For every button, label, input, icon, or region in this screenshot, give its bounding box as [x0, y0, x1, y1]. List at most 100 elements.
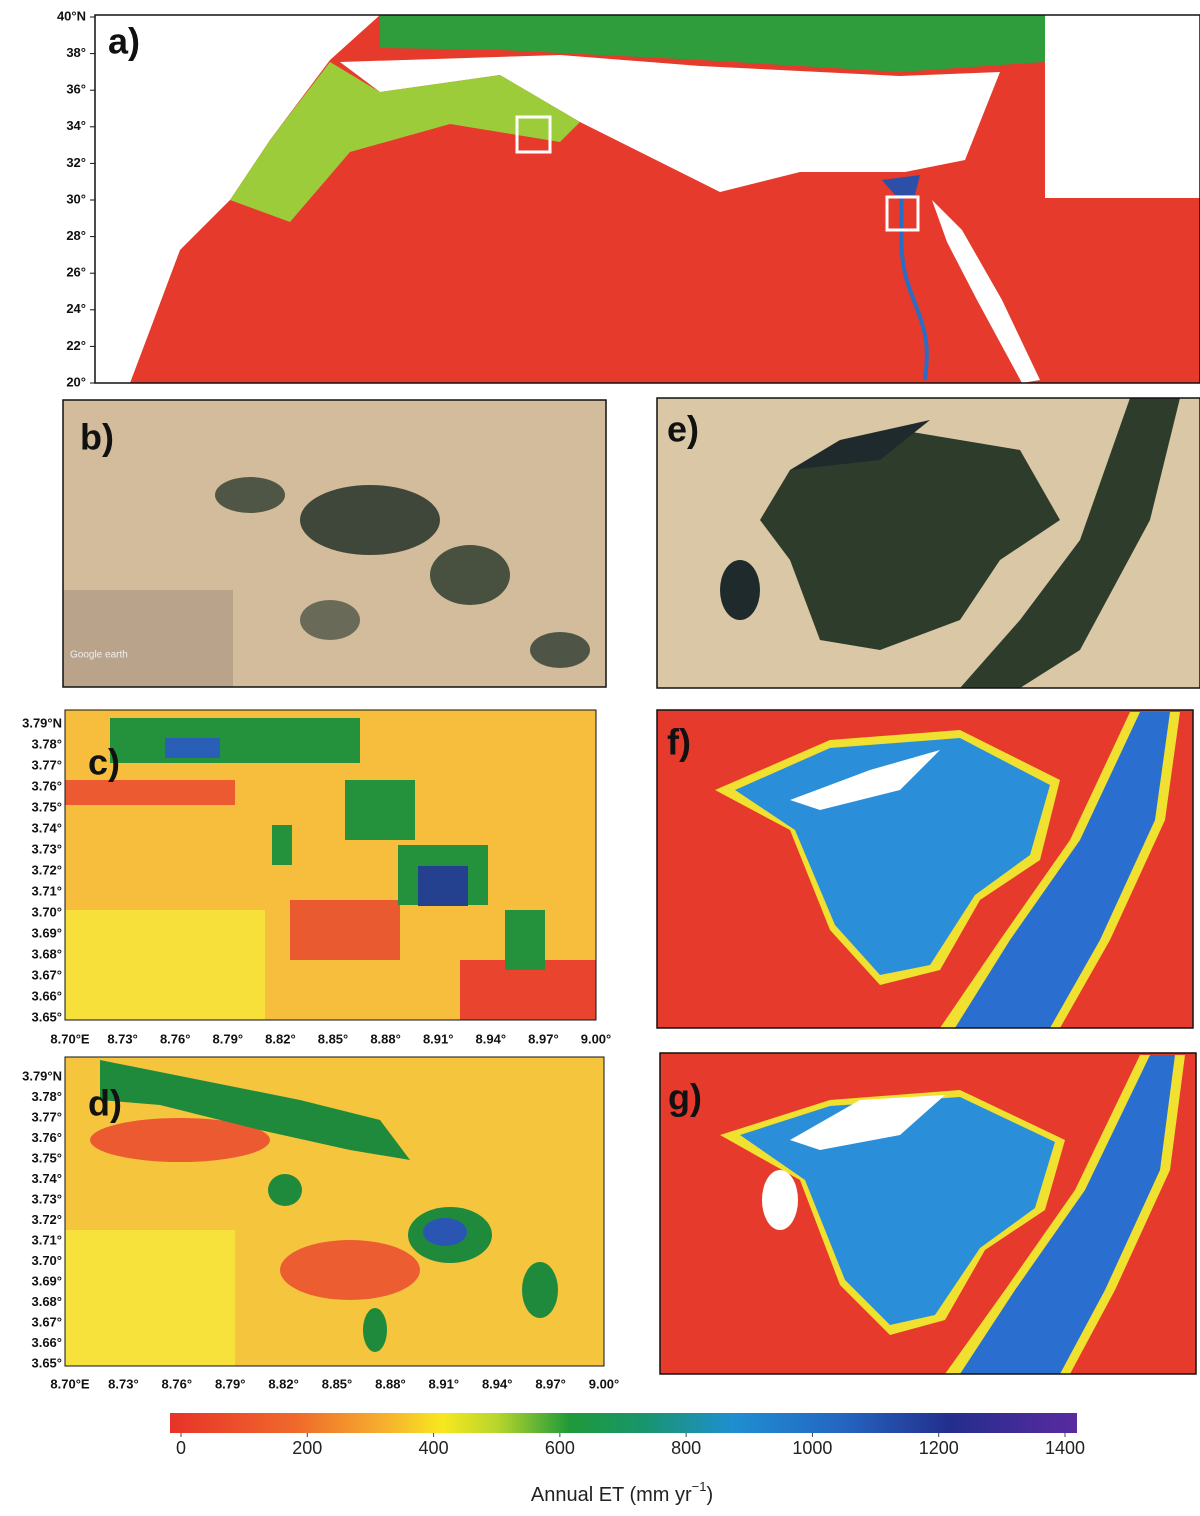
lat-tick-label: 40°N [57, 8, 86, 23]
panel-label: c) [88, 742, 120, 783]
oasis [430, 545, 510, 605]
lon-tick-label: 8.97° [535, 1376, 566, 1391]
lon-tick-label: 8.85° [318, 1031, 349, 1046]
panel-e: e) [657, 398, 1200, 688]
pixels [268, 1174, 302, 1206]
lat-tick-label: 34° [66, 118, 86, 133]
lake [720, 560, 760, 620]
lat-tick-label: 3.77° [31, 1109, 62, 1124]
figure: a) Google earth b) e) [0, 0, 1200, 1511]
pixels [290, 900, 400, 960]
lat-tick-label: 20° [66, 374, 86, 389]
lat-tick-label: 3.72° [31, 862, 62, 877]
lat-tick-label: 3.66° [31, 988, 62, 1003]
panel-f: f) [657, 710, 1193, 1028]
image-tile [63, 590, 233, 687]
lat-tick-label: 3.70° [31, 904, 62, 919]
colorbar: Annual ET (mm yr−1) [170, 1413, 1077, 1506]
lon-tick-label: 8.73° [108, 1376, 139, 1391]
lat-tick-label: 3.78° [31, 1089, 62, 1104]
oasis [215, 477, 285, 513]
oasis [530, 632, 590, 668]
lon-tick-label: 8.94° [476, 1031, 507, 1046]
lat-tick-label: 3.67° [31, 967, 62, 982]
lat-tick-label: 3.76° [31, 1130, 62, 1145]
lat-tick-label: 3.76° [31, 778, 62, 793]
lat-tick-label: 24° [66, 301, 86, 316]
lat-tick-label: 3.71° [31, 883, 62, 898]
lon-tick-label: 8.91° [423, 1031, 454, 1046]
colorbar-tick-label: 400 [419, 1438, 449, 1458]
lat-tick-label: 3.72° [31, 1212, 62, 1227]
lon-tick-label: 8.94° [482, 1376, 513, 1391]
pixels [418, 866, 468, 906]
lon-tick-label: 8.97° [528, 1031, 559, 1046]
pixels [165, 738, 220, 758]
colorbar-tick-label: 200 [292, 1438, 322, 1458]
lat-tick-label: 3.69° [31, 1273, 62, 1288]
panel-label: a) [108, 21, 140, 62]
pixels [280, 1240, 420, 1300]
pixels [65, 910, 265, 1020]
lon-tick-label: 8.79° [215, 1376, 246, 1391]
lat-tick-label: 3.77° [31, 757, 62, 772]
lat-tick-label: 3.70° [31, 1253, 62, 1268]
pixels [423, 1218, 467, 1246]
pixels [272, 825, 292, 865]
lat-tick-label: 3.73° [31, 841, 62, 856]
lat-tick-label: 3.66° [31, 1335, 62, 1350]
lat-tick-label: 3.75° [31, 799, 62, 814]
lat-tick-label: 3.75° [31, 1150, 62, 1165]
colorbar-tick-label: 1200 [919, 1438, 959, 1458]
no-data [1045, 15, 1200, 198]
pixels [65, 780, 235, 805]
pixels [345, 780, 415, 840]
lat-tick-label: 3.73° [31, 1191, 62, 1206]
lat-tick-label: 3.79°N [22, 1068, 62, 1083]
oasis [300, 600, 360, 640]
lon-tick-label: 8.88° [375, 1376, 406, 1391]
watermark: Google earth [70, 650, 128, 661]
label-exponent: −1 [692, 1479, 707, 1494]
lat-tick-label: 3.74° [31, 820, 62, 835]
lat-tick-label: 3.74° [31, 1171, 62, 1186]
lat-tick-label: 3.65° [31, 1009, 62, 1024]
lat-tick-label: 22° [66, 338, 86, 353]
lat-tick-label: 3.67° [31, 1314, 62, 1329]
lon-tick-label: 8.76° [162, 1376, 193, 1391]
lat-tick-label: 26° [66, 265, 86, 280]
lon-tick-label: 8.73° [107, 1031, 138, 1046]
lat-tick-label: 3.71° [31, 1232, 62, 1247]
label-close: ) [706, 1484, 713, 1506]
panel-label: d) [88, 1083, 122, 1124]
lake [762, 1170, 798, 1230]
lat-tick-label: 3.78° [31, 736, 62, 751]
lat-tick-label: 30° [66, 191, 86, 206]
lon-tick-label: 8.79° [213, 1031, 244, 1046]
colorbar-tick-label: 600 [545, 1438, 575, 1458]
label-text: Annual ET (mm yr [531, 1484, 692, 1506]
panel-d: d) [65, 1057, 604, 1366]
colorbar-tick-label: 800 [671, 1438, 701, 1458]
lat-tick-label: 3.79°N [22, 715, 62, 730]
lon-tick-label: 9.00° [581, 1031, 612, 1046]
panel-label: g) [668, 1077, 702, 1118]
colorbar-tick-label: 1000 [792, 1438, 832, 1458]
lon-tick-label: 9.00° [589, 1376, 620, 1391]
panel-a: a) [95, 15, 1200, 383]
lon-tick-label: 8.70°E [50, 1031, 90, 1046]
pixels [110, 718, 360, 763]
lon-tick-label: 8.70°E [50, 1376, 90, 1391]
lat-tick-label: 28° [66, 228, 86, 243]
oasis [300, 485, 440, 555]
lat-tick-label: 36° [66, 82, 86, 97]
lon-tick-label: 8.82° [268, 1376, 299, 1391]
pixels [65, 1230, 235, 1366]
colorbar-label: Annual ET (mm yr−1) [531, 1479, 713, 1506]
panel-label: e) [667, 409, 699, 450]
lat-tick-label: 3.65° [31, 1355, 62, 1370]
lat-tick-label: 32° [66, 155, 86, 170]
lon-tick-label: 8.85° [322, 1376, 353, 1391]
lat-tick-label: 38° [66, 45, 86, 60]
lon-tick-label: 8.76° [160, 1031, 191, 1046]
